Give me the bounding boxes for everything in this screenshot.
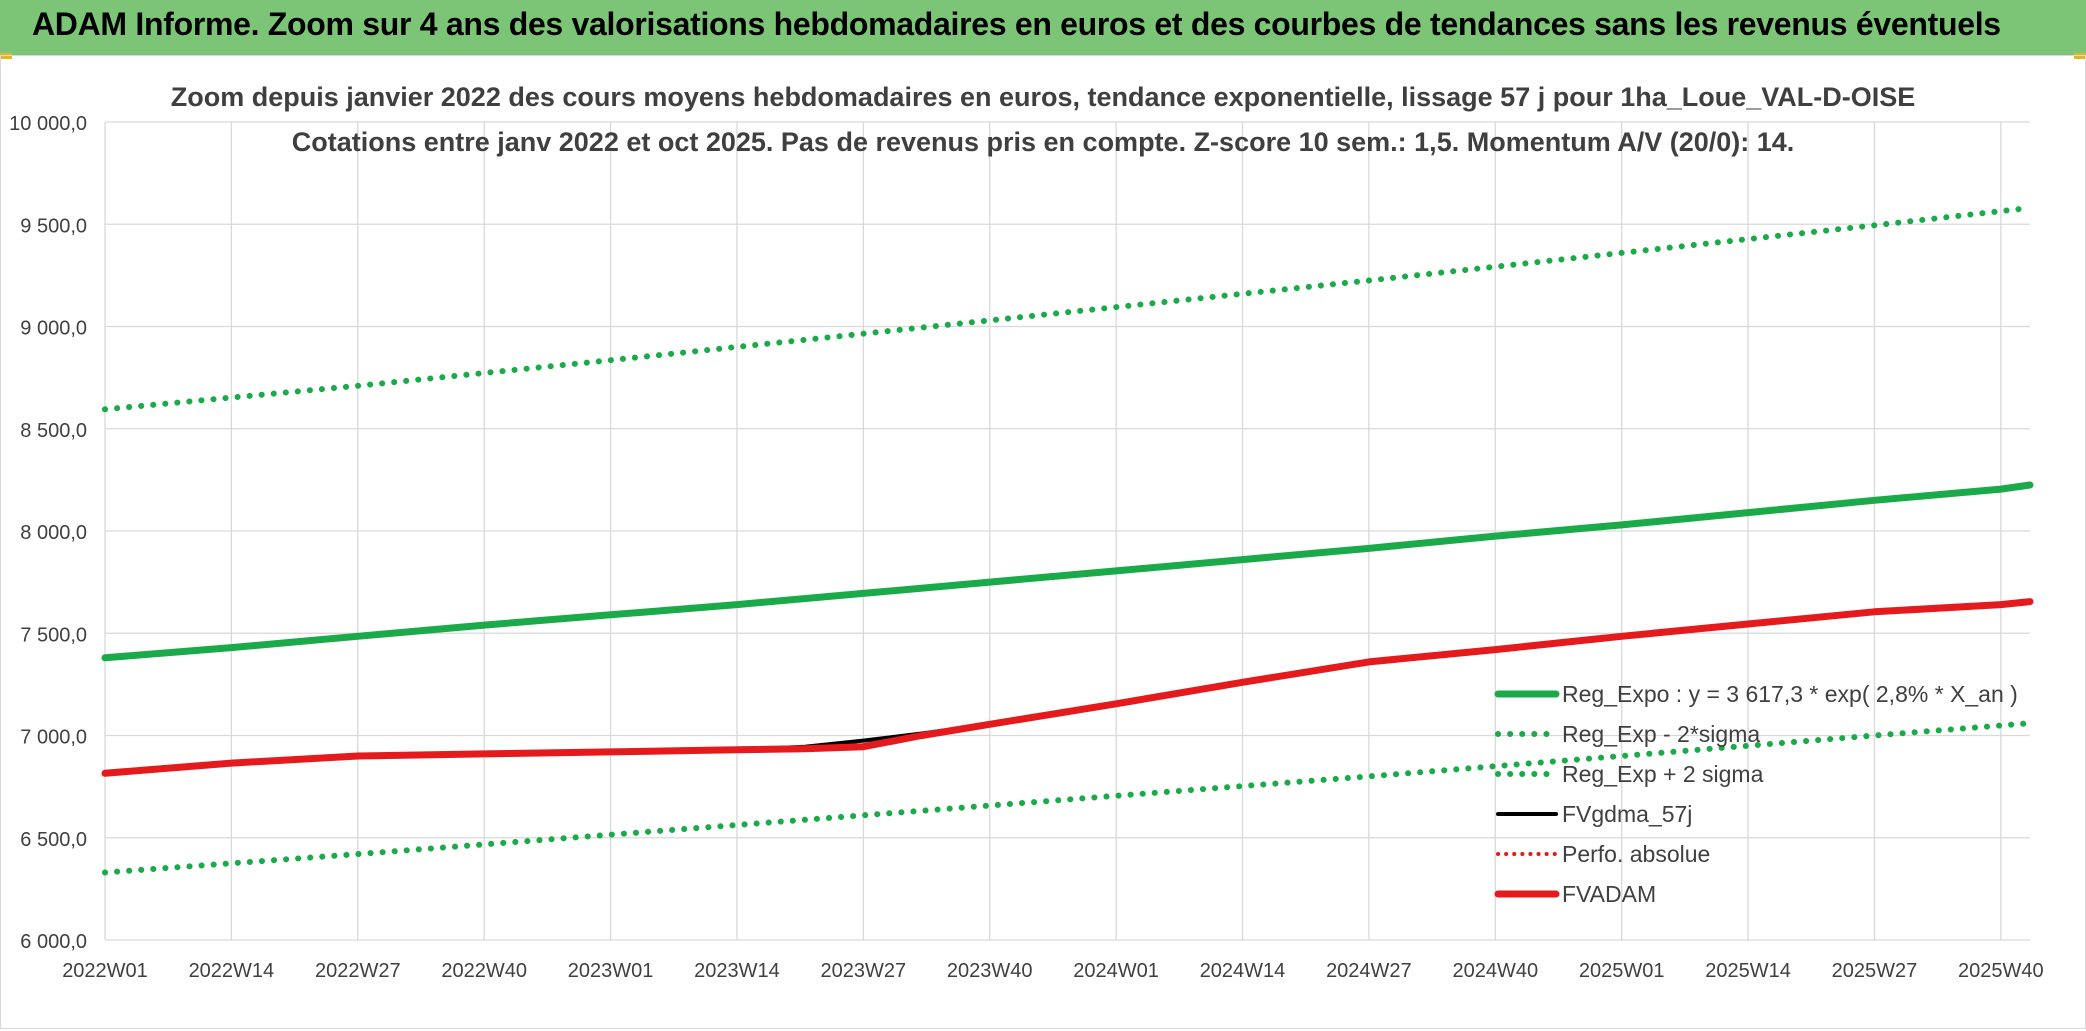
x-tick-label: 2022W14 [189,960,275,982]
y-tick-label: 8 500,0 [20,420,87,442]
y-tick-label: 7 500,0 [20,624,87,646]
x-tick-label: 2025W01 [1579,960,1665,982]
x-tick-label: 2023W01 [568,960,654,982]
series-line-fvadam [101,598,2034,777]
y-tick-label: 6 500,0 [20,829,87,851]
x-tick-label: 2024W14 [1200,960,1286,982]
series-line-reg-expo-y-3-617-3-exp-2-8-x-an [101,481,2034,662]
y-tick-label: 6 000,0 [20,931,87,953]
banner-corner-right [2074,53,2086,59]
chart-subtitle: Cotations entre janv 2022 et oct 2025. P… [291,127,1795,157]
x-tick-label: 2022W40 [441,960,527,982]
x-tick-label: 2025W14 [1705,960,1791,982]
legend-label: Reg_Exp + 2 sigma [1562,761,1764,787]
series-line-reg-exp-2-sigma [102,720,2033,876]
y-tick-label: 9 500,0 [20,215,87,237]
report-title: ADAM Informe. Zoom sur 4 ans des valoris… [32,6,2001,42]
x-tick-label: 2023W40 [947,960,1033,982]
x-tick-label: 2025W27 [1832,960,1918,982]
x-tick-label: 2025W40 [1958,960,2044,982]
banner-corner-left [0,53,12,59]
legend-label: Reg_Exp - 2*sigma [1562,721,1760,747]
chart-title: Zoom depuis janvier 2022 des cours moyen… [170,82,1916,112]
legend-label: FVgdma_57j [1562,801,1692,827]
y-tick-label: 8 000,0 [20,522,87,544]
legend-label: FVADAM [1562,881,1656,907]
x-tick-label: 2024W27 [1326,960,1412,982]
x-tick-label: 2022W01 [62,960,148,982]
x-tick-label: 2023W27 [821,960,907,982]
report-banner: ADAM Informe. Zoom sur 4 ans des valoris… [0,0,2086,56]
x-tick-label: 2023W14 [694,960,780,982]
legend-label: Perfo. absolue [1562,841,1710,867]
y-tick-label: 7 000,0 [20,727,87,749]
y-tick-label: 9 000,0 [20,318,87,340]
x-tick-label: 2024W40 [1452,960,1538,982]
x-tick-label: 2024W01 [1073,960,1159,982]
y-tick-label: 10 000,0 [9,113,87,135]
x-tick-label: 2022W27 [315,960,401,982]
legend-label: Reg_Expo : y = 3 617,3 * exp( 2,8% * X_a… [1562,681,2018,707]
series-line-reg-exp-2-sigma [102,204,2033,413]
